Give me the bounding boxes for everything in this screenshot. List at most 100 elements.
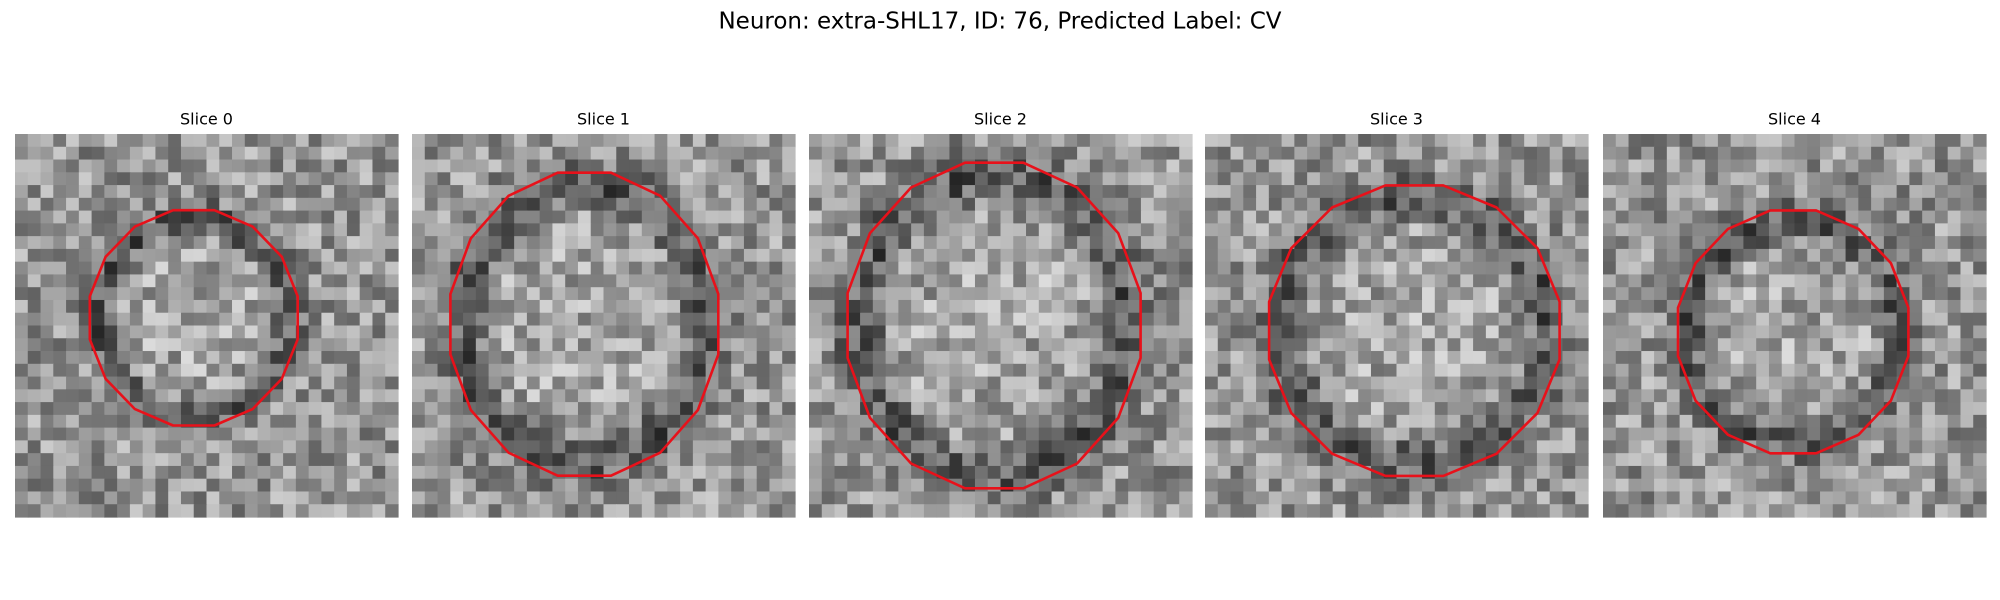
- pixel: [1485, 376, 1500, 390]
- pixel: [1473, 236, 1487, 250]
- pixel: [1743, 427, 1757, 441]
- pixel: [270, 287, 284, 301]
- pixel: [117, 197, 131, 212]
- pixel: [1102, 172, 1116, 186]
- pixel: [1077, 287, 1091, 301]
- pixel: [654, 491, 668, 505]
- pixel: [270, 338, 284, 352]
- pixel: [1422, 134, 1436, 148]
- pixel: [1140, 389, 1155, 403]
- pixel: [1153, 465, 1168, 480]
- pixel: [385, 504, 399, 518]
- pixel: [359, 402, 374, 416]
- slice-panel: Slice 0: [15, 110, 399, 518]
- pixel: [1281, 440, 1295, 454]
- pixel: [1832, 274, 1847, 288]
- pixel: [1781, 236, 1796, 250]
- pixel: [450, 299, 464, 314]
- pixel: [1832, 261, 1847, 276]
- pixel: [1820, 159, 1834, 173]
- pixel: [180, 453, 195, 467]
- pixel: [616, 376, 630, 390]
- pixel: [155, 172, 169, 186]
- pixel: [1603, 376, 1617, 390]
- pixel: [1473, 287, 1487, 301]
- pixel: [424, 287, 439, 301]
- pixel: [66, 210, 80, 224]
- pixel: [1615, 185, 1630, 199]
- pixel: [629, 134, 643, 148]
- pixel: [1628, 363, 1642, 378]
- pixel: [206, 338, 220, 352]
- pixel: [308, 223, 322, 237]
- pixel: [705, 248, 719, 263]
- pixel: [168, 261, 182, 276]
- pixel: [1575, 440, 1589, 454]
- pixel: [308, 172, 322, 186]
- pixel: [1230, 491, 1244, 505]
- pixel: [463, 172, 477, 186]
- pixel: [104, 197, 118, 212]
- pixel: [1447, 312, 1461, 327]
- pixel: [1396, 299, 1410, 314]
- pixel: [385, 363, 399, 378]
- pixel: [257, 363, 271, 378]
- pixel: [1524, 338, 1538, 352]
- pixel: [692, 414, 707, 429]
- pixel: [1654, 440, 1668, 454]
- pixel: [206, 210, 220, 224]
- pixel: [1679, 478, 1693, 493]
- pixel: [1973, 338, 1987, 352]
- pixel: [346, 414, 361, 429]
- pixel: [1243, 351, 1257, 365]
- pixel: [603, 414, 617, 429]
- pixel: [501, 376, 515, 390]
- pixel: [1628, 325, 1642, 339]
- pixel: [885, 376, 899, 390]
- pixel: [334, 312, 348, 327]
- pixel: [219, 299, 233, 314]
- pixel: [1807, 223, 1821, 237]
- pixel: [1140, 287, 1155, 301]
- pixel: [974, 274, 989, 288]
- pixel: [1909, 465, 1923, 480]
- pixel: [526, 236, 541, 250]
- pixel: [501, 414, 515, 429]
- pixel: [424, 210, 439, 224]
- pixel: [1473, 427, 1487, 441]
- pixel: [437, 287, 451, 301]
- pixel: [1064, 287, 1078, 301]
- pixel: [692, 351, 707, 365]
- pixel: [1794, 210, 1808, 224]
- pixel: [1511, 427, 1525, 441]
- pixel: [1896, 478, 1910, 493]
- pixel: [743, 465, 758, 480]
- pixel: [27, 172, 42, 186]
- pixel: [1396, 134, 1410, 148]
- pixel: [743, 338, 758, 352]
- pixel: [1000, 338, 1014, 352]
- pixel: [168, 210, 182, 224]
- pixel: [1615, 363, 1630, 378]
- pixel: [129, 172, 144, 186]
- pixel: [40, 287, 54, 301]
- pixel: [270, 159, 284, 173]
- pixel: [475, 402, 490, 416]
- pixel: [898, 402, 912, 416]
- pixel: [1243, 261, 1257, 276]
- pixel: [809, 185, 823, 199]
- pixel: [1743, 325, 1757, 339]
- pixel: [1396, 363, 1410, 378]
- pixel: [488, 351, 502, 365]
- pixel: [718, 236, 732, 250]
- pixel: [1871, 287, 1885, 301]
- pixel: [1013, 504, 1027, 518]
- pixel: [1896, 172, 1910, 186]
- pixel: [782, 287, 796, 301]
- pixel: [1666, 389, 1681, 403]
- pixel: [1485, 236, 1500, 250]
- pixel: [756, 312, 771, 327]
- pixel: [1243, 325, 1257, 339]
- pixel: [705, 440, 719, 454]
- pixel: [539, 325, 554, 339]
